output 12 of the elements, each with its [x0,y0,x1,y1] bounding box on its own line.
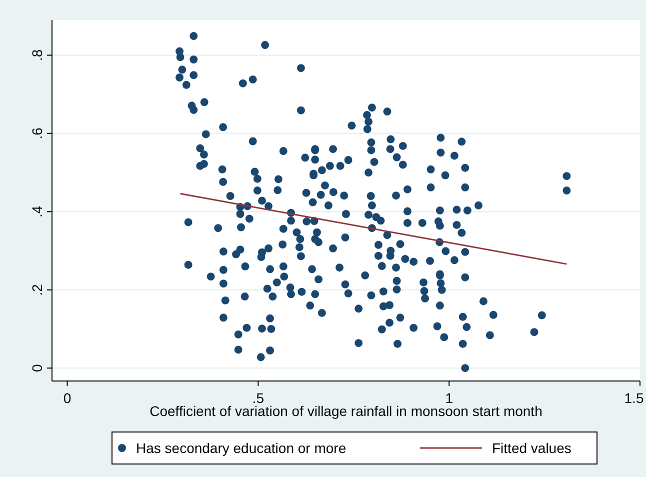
y-tick-label: .4 [29,206,45,218]
legend-label: Fitted values [492,440,572,456]
y-tick-label: .6 [29,127,45,140]
x-tick-label: 1.5 [624,390,644,406]
x-tick-label: 1 [445,390,454,406]
y-tick-label: 0 [29,364,45,372]
x-axis-title: Coefficient of variation of village rainfall in monsoon start month [150,403,542,419]
x-tick-label: .5 [252,390,264,406]
y-tick-label: .2 [29,284,45,296]
legend-label: Has secondary education or more [136,440,346,456]
x-tick-label: 0 [63,390,72,406]
y-tick-label: .8 [29,49,45,62]
